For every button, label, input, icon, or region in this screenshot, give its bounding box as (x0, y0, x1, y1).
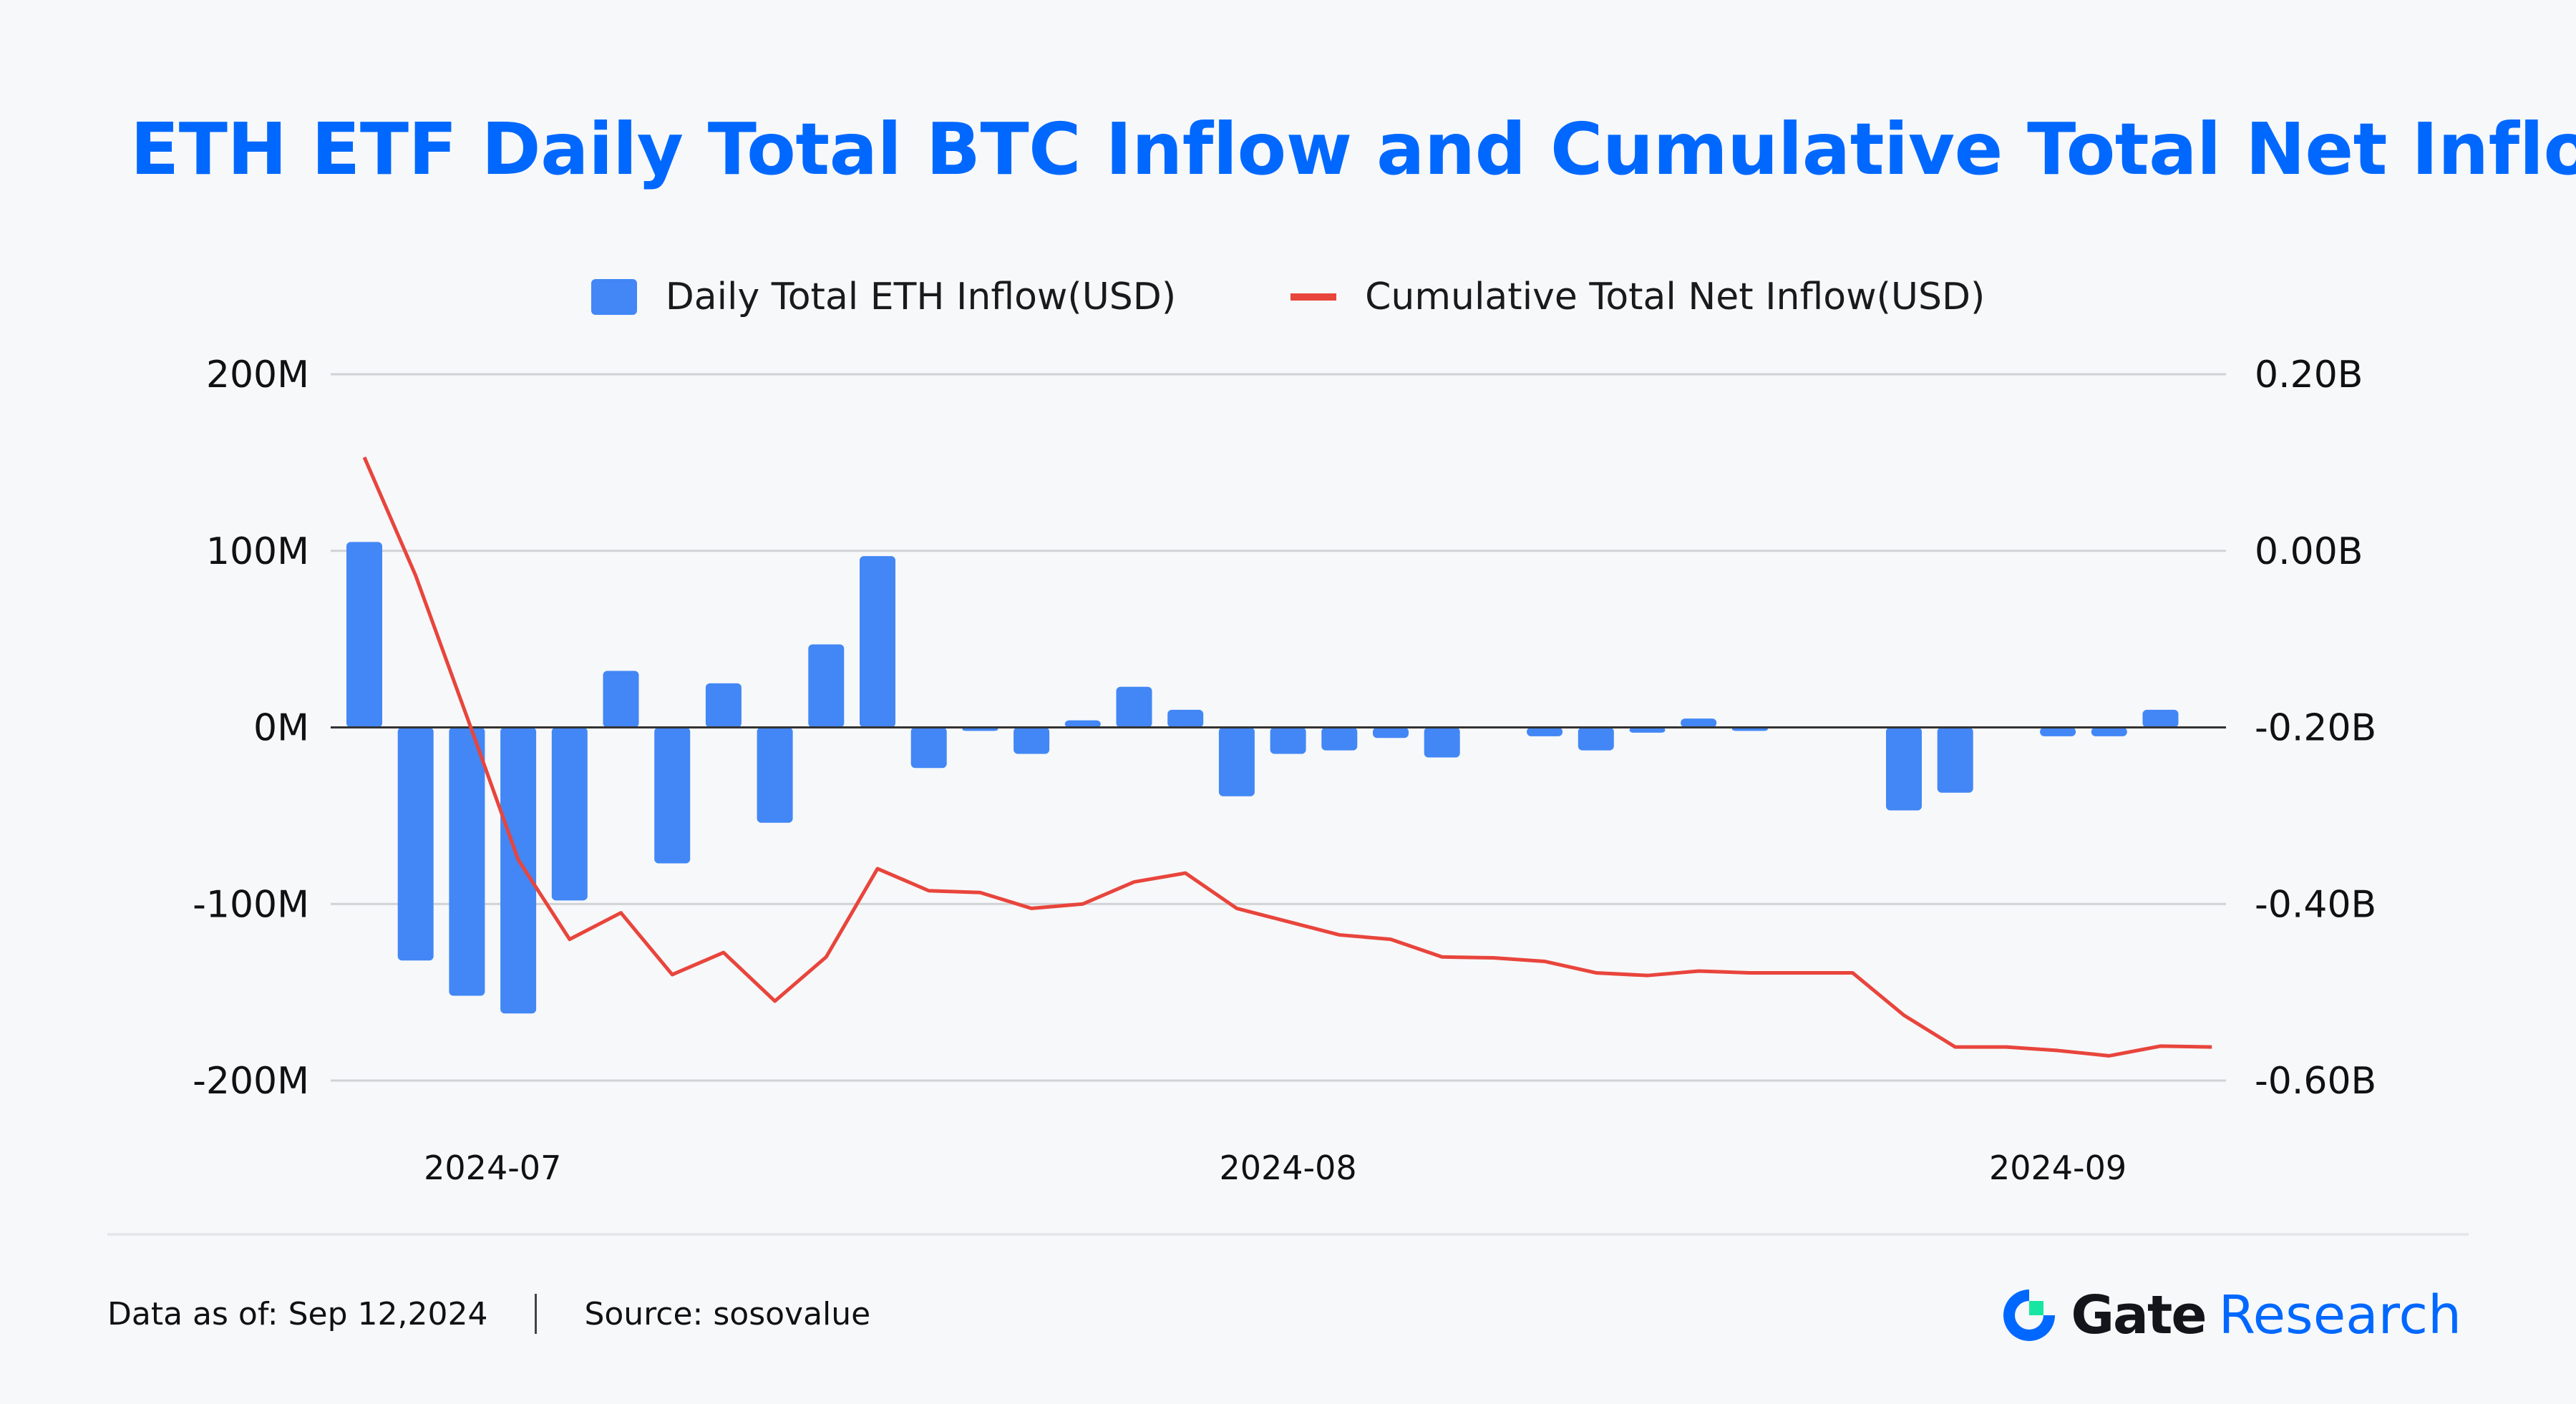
y-right-tick-label: -0.60B (2255, 1060, 2376, 1103)
x-tick-label: 2024-07 (424, 1149, 561, 1187)
y-right-tick-label: -0.40B (2255, 883, 2376, 926)
y-left-tick-label: 100M (206, 530, 309, 573)
bar (1270, 727, 1306, 754)
x-tick-label: 2024-09 (1989, 1149, 2127, 1187)
logo-brand: Gate (2071, 1284, 2207, 1346)
y-left-tick-label: -200M (193, 1060, 309, 1103)
bar (1527, 727, 1563, 736)
bar (1424, 727, 1460, 758)
bar (2142, 709, 2179, 728)
legend-bar-swatch (590, 279, 637, 315)
footer: Data as of: Sep 12,2024 Source: sosovalu… (107, 1294, 870, 1334)
bar (1014, 727, 1050, 754)
bar (1116, 686, 1152, 728)
bar (705, 683, 742, 728)
legend-item-daily-inflow[interactable]: Daily Total ETH Inflow(USD) (590, 276, 1177, 318)
bar (1578, 727, 1614, 751)
bar (757, 727, 793, 823)
bar (654, 727, 691, 864)
y-left-tick-label: 200M (206, 354, 309, 396)
legend-line-swatch (1291, 293, 1337, 301)
bar (1681, 718, 1717, 728)
chart-title: ETH ETF Daily Total BTC Inflow and Cumul… (130, 107, 2576, 191)
bar (346, 542, 382, 728)
bar (397, 727, 434, 961)
bar (1064, 720, 1101, 728)
bar (449, 727, 485, 996)
bar (2040, 727, 2076, 736)
gate-research-logo: Gate Research (2001, 1284, 2461, 1346)
bar (860, 556, 895, 728)
cumulative-line (362, 456, 2212, 1058)
bar (910, 727, 947, 769)
bar (1886, 727, 1922, 811)
bar (1167, 709, 1204, 728)
gate-logo-icon (2003, 1290, 2056, 1341)
bar (1321, 727, 1358, 751)
bar (1218, 727, 1255, 796)
bar (500, 727, 537, 1014)
y-left-tick-label: 0M (253, 707, 309, 750)
legend-item-cumulative[interactable]: Cumulative Total Net Inflow(USD) (1291, 276, 1985, 318)
legend-line-label: Cumulative Total Net Inflow(USD) (1365, 276, 1986, 318)
bar (2091, 727, 2127, 736)
data-date: Data as of: Sep 12,2024 (107, 1295, 488, 1332)
bar (603, 671, 639, 728)
x-tick-label: 2024-08 (1219, 1149, 1356, 1187)
bar (1629, 727, 1666, 733)
data-source: Source: sosovalue (584, 1295, 871, 1332)
bar (551, 727, 588, 901)
y-left-tick-label: -100M (193, 883, 309, 926)
bar (1373, 727, 1409, 738)
y-right-tick-label: 0.20B (2255, 354, 2363, 396)
bar (808, 644, 845, 728)
logo-suffix: Research (2218, 1284, 2461, 1346)
y-right-tick-label: -0.20B (2255, 707, 2376, 750)
bar (1937, 727, 1973, 793)
legend: Daily Total ETH Inflow(USD) Cumulative T… (0, 276, 2576, 318)
footer-divider (107, 1233, 2469, 1236)
legend-bar-label: Daily Total ETH Inflow(USD) (665, 276, 1177, 318)
footer-separator (535, 1294, 538, 1334)
y-right-tick-label: 0.00B (2255, 530, 2363, 573)
